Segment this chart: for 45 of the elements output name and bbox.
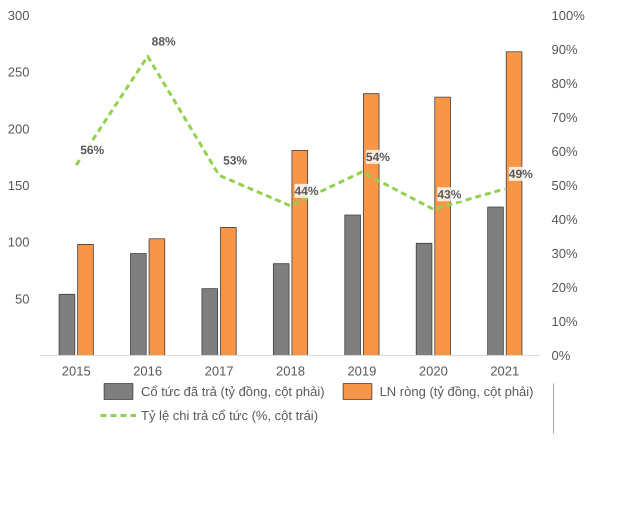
data-label: 43% <box>437 187 462 202</box>
bar <box>272 263 290 356</box>
y2-tick-label: 90% <box>552 42 578 57</box>
data-label: 49% <box>508 166 534 181</box>
bar <box>416 242 432 356</box>
data-label: 56% <box>80 143 105 158</box>
y2-tick-label: 80% <box>552 76 578 91</box>
x-tick-label: 2021 <box>490 364 520 378</box>
bar <box>202 288 218 356</box>
y-tick-label: 100 <box>8 234 30 250</box>
bar <box>487 206 504 356</box>
legend-label: Tỷ lệ chi trả cổ tức (%, cột trái) <box>141 408 318 422</box>
bar <box>77 244 94 356</box>
x-tick-label: 2017 <box>204 364 234 378</box>
x-tick-label: 2015 <box>62 364 91 378</box>
y2-tick-label: 50% <box>552 178 578 193</box>
bar <box>344 214 361 356</box>
legend-label: Cổ tức đã trả (tỷ đồng, cột phải) <box>141 384 325 398</box>
y2-tick-label: 70% <box>552 110 578 125</box>
y-tick-label: 200 <box>8 121 30 136</box>
bar <box>130 253 147 356</box>
y2-tick-label: 30% <box>552 246 578 261</box>
y2-tick-label: 0% <box>552 348 571 363</box>
data-label: 54% <box>366 150 390 164</box>
bar <box>148 238 166 356</box>
bar <box>220 227 237 356</box>
y2-tick-label: 10% <box>552 314 578 329</box>
data-label: 88% <box>152 34 176 48</box>
line-series <box>74 54 506 211</box>
y2-tick-label: 100% <box>552 8 586 23</box>
x-tick-label: 2019 <box>347 364 376 378</box>
y2-tick-label: 40% <box>552 212 578 227</box>
y2-tick-label: 60% <box>552 144 578 159</box>
y-tick-label: 150 <box>8 178 30 193</box>
y-tick-label: 300 <box>8 8 30 23</box>
bar <box>58 294 76 356</box>
x-tick-label: 2016 <box>133 364 162 378</box>
legend-label: LN ròng (tỷ đồng, cột phải) <box>380 384 534 398</box>
y-tick-label: 250 <box>8 64 30 80</box>
x-tick-label: 2020 <box>418 364 448 378</box>
data-label: 53% <box>223 153 248 168</box>
x-tick-label: 2018 <box>276 364 305 378</box>
data-label: 44% <box>294 184 319 198</box>
y2-tick-label: 20% <box>552 280 578 295</box>
y-tick-label: 50 <box>15 291 30 306</box>
